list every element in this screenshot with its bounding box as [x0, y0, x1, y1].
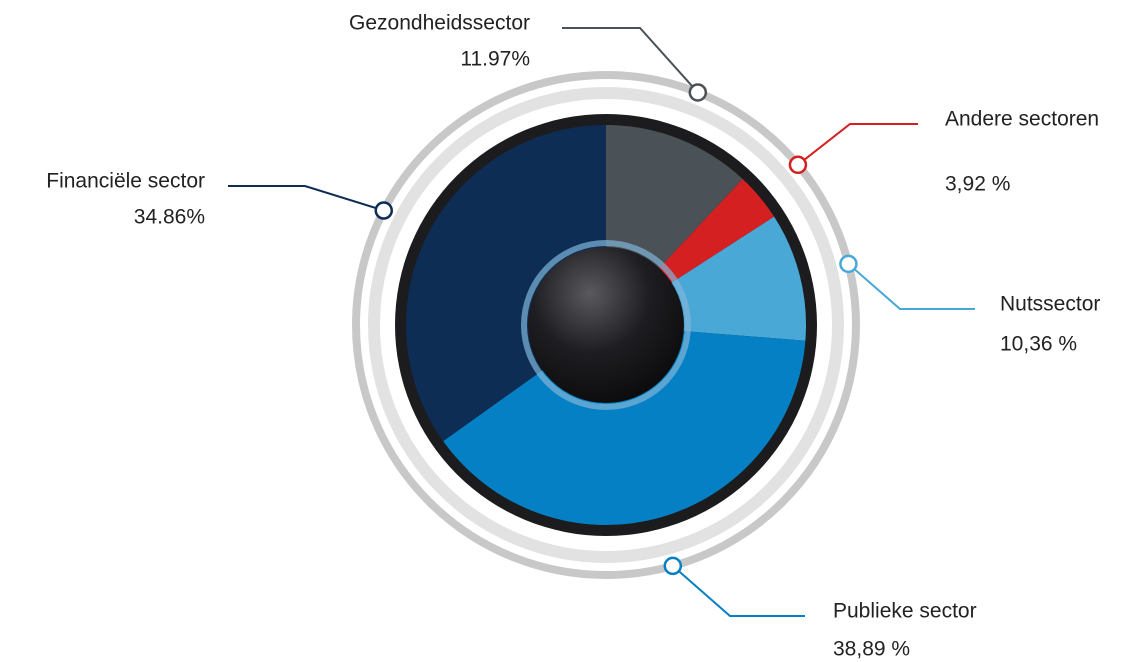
connector: [848, 264, 975, 309]
slice-name: Financiële sector: [46, 170, 205, 193]
slice-value: 11.97%: [460, 48, 530, 71]
slice-value: 34.86%: [134, 206, 205, 229]
hole: [528, 247, 684, 403]
connector: [798, 124, 918, 165]
slice-name: Nutssector: [1000, 293, 1100, 316]
chart: Gezondheidssector 11.97% Andere sectoren 3,…: [0, 0, 1147, 662]
connector: [228, 186, 384, 211]
marker: [790, 157, 806, 173]
marker: [840, 256, 856, 272]
slice-value: 10,36 %: [1000, 333, 1077, 356]
slice-name: Andere sectoren: [945, 108, 1099, 131]
slice-value: 38,89 %: [833, 638, 910, 661]
connector: [673, 566, 805, 616]
marker: [376, 203, 392, 219]
marker: [690, 84, 706, 100]
marker: [665, 558, 681, 574]
slice-name: Gezondheidssector: [349, 12, 530, 35]
slice-value: 3,92 %: [945, 173, 1010, 196]
slice-name: Publieke sector: [833, 600, 977, 623]
